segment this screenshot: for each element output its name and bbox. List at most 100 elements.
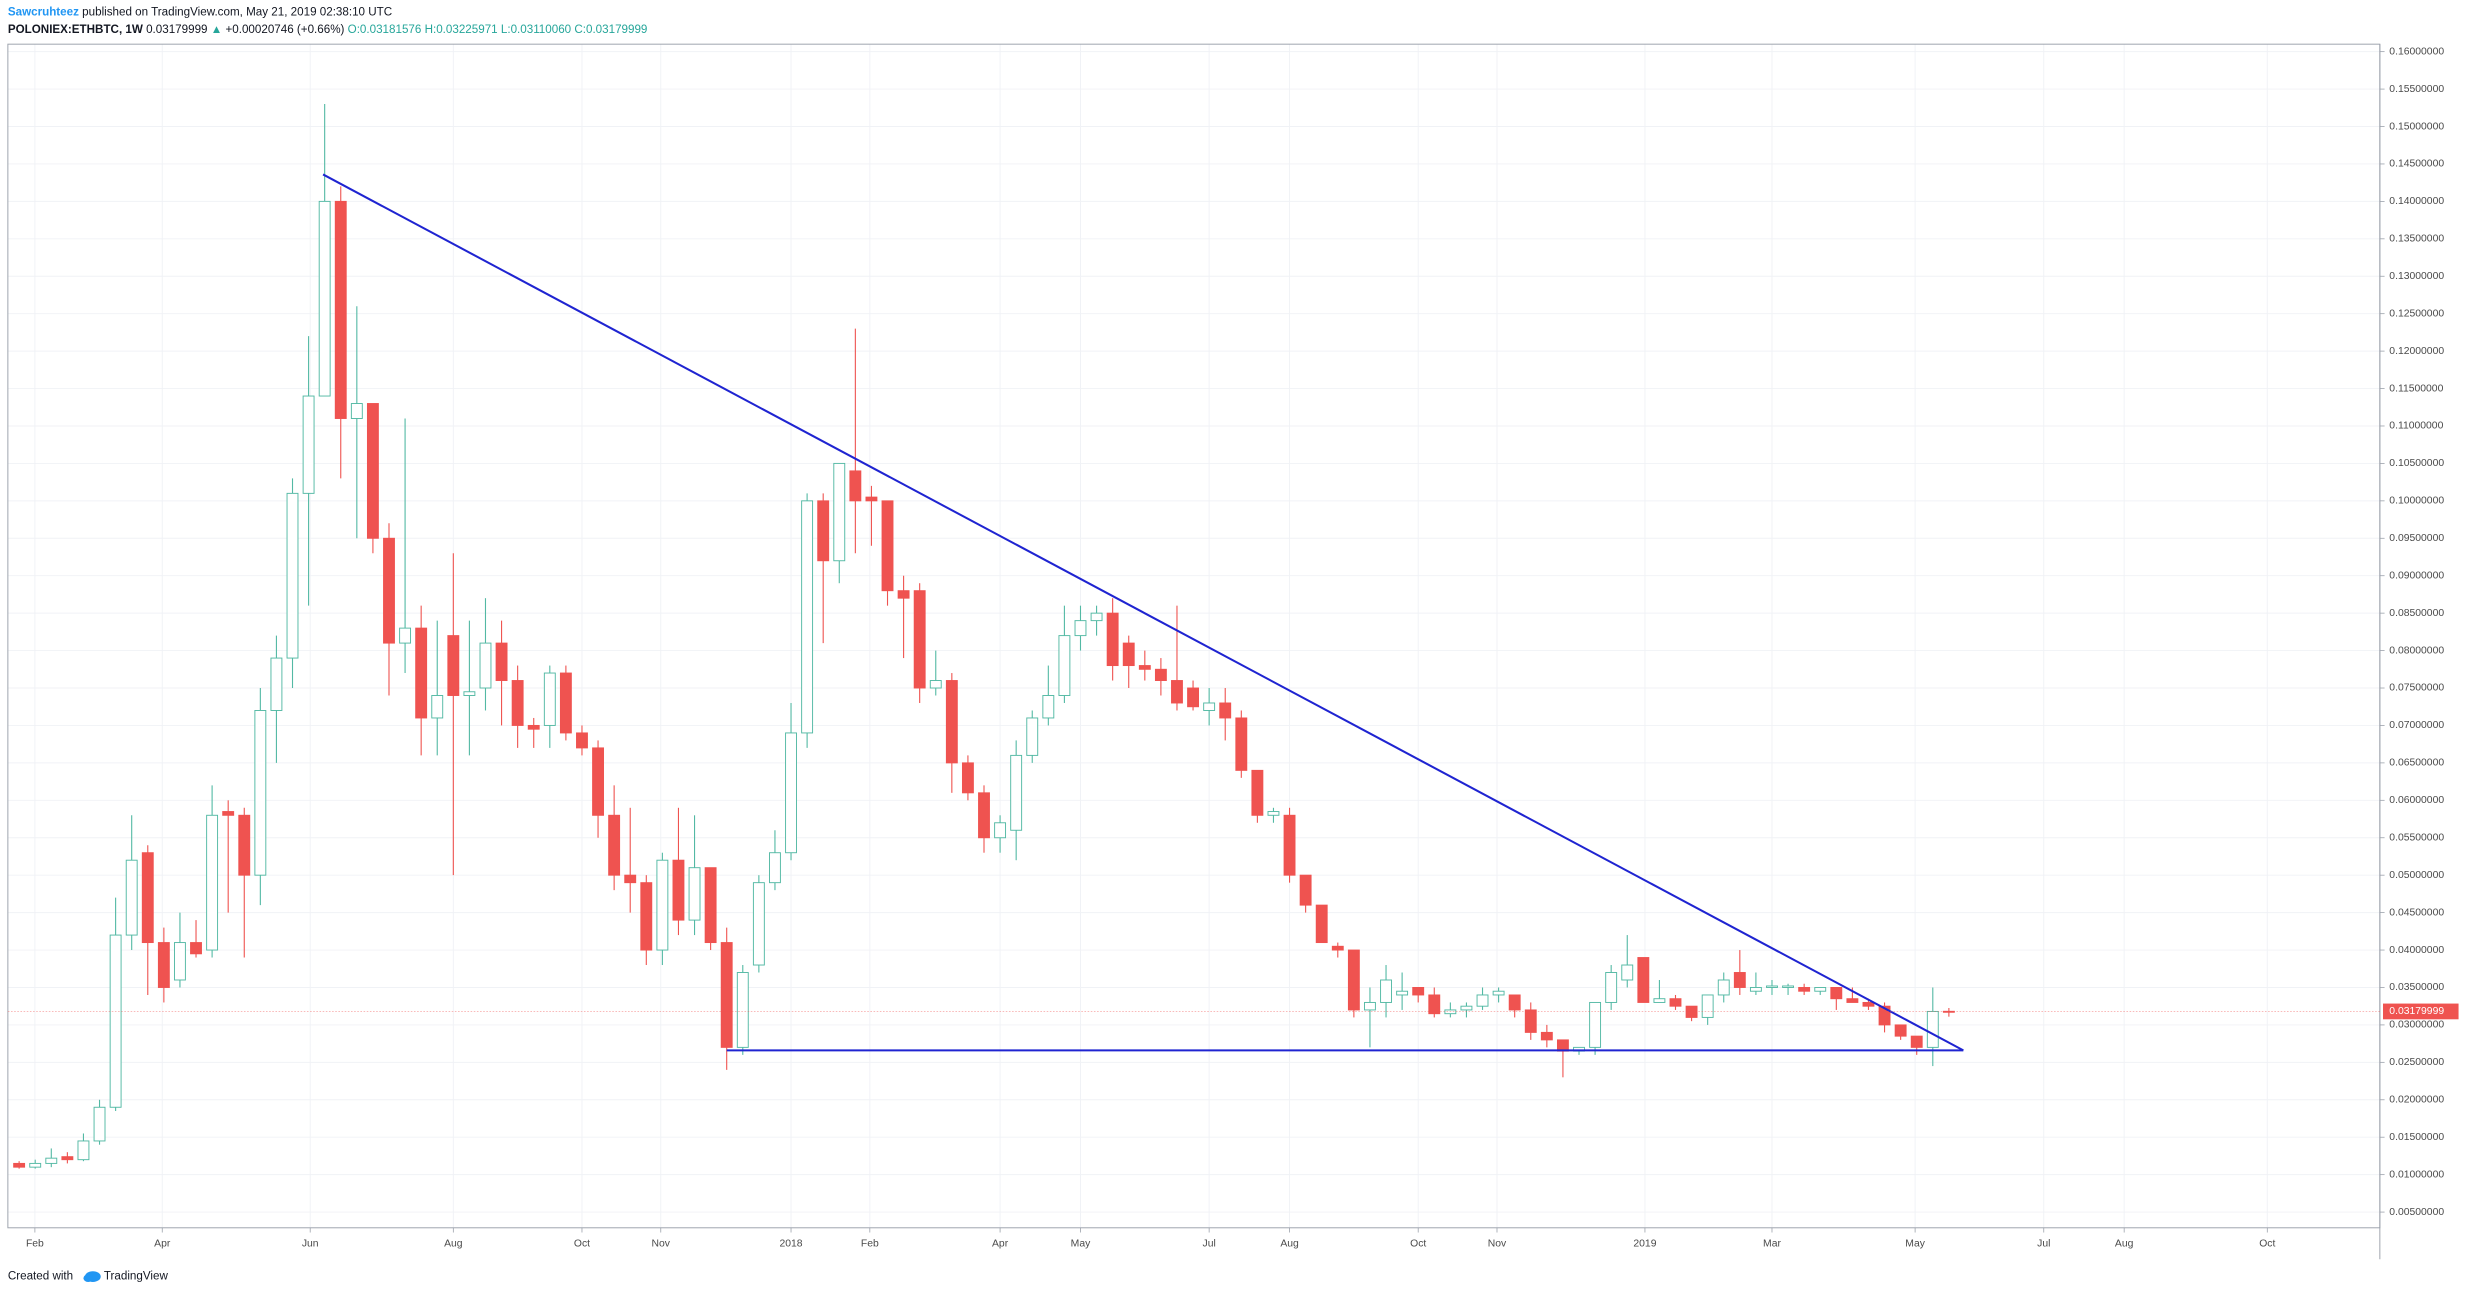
candle-body — [45, 1157, 58, 1164]
x-tick-label: Feb — [26, 1238, 44, 1249]
candle-body — [1910, 1035, 1923, 1048]
x-tick-label: 2018 — [779, 1238, 802, 1249]
candle-body — [592, 747, 604, 816]
x-tick-label: Jul — [2037, 1238, 2050, 1249]
candle-body — [1058, 635, 1071, 696]
y-tick-label: 0.07500000 — [2389, 683, 2444, 694]
candle-body — [1042, 695, 1055, 719]
symbol: POLONIEX:ETHBTC, 1W — [8, 23, 143, 36]
candle-body — [1605, 972, 1618, 1003]
candle-body — [206, 814, 219, 951]
last-price-label: 0.03179999 — [2389, 1006, 2444, 1017]
candle-body — [1621, 964, 1634, 981]
candle-body — [785, 732, 797, 854]
candle-body — [1894, 1024, 1907, 1037]
candle-body — [173, 942, 186, 981]
candle-body — [720, 942, 733, 1048]
logo — [83, 1271, 101, 1282]
candle-body — [656, 859, 669, 951]
y-tick-label: 0.01500000 — [2389, 1132, 2444, 1143]
y-tick-label: 0.13500000 — [2389, 234, 2444, 245]
candle-body — [61, 1156, 74, 1161]
x-tick-label: Apr — [154, 1238, 171, 1249]
candle-body — [1508, 994, 1521, 1011]
candle-body — [399, 627, 412, 644]
candle-body — [463, 691, 476, 696]
y-tick-label: 0.16000000 — [2389, 46, 2444, 57]
candle-body — [1331, 945, 1344, 951]
candle-body — [1846, 998, 1859, 1003]
candle-body — [1878, 1005, 1891, 1026]
candle-body — [672, 859, 685, 921]
candle-body — [1444, 1009, 1457, 1015]
x-tick-label: Apr — [992, 1238, 1009, 1249]
header-line-1: Sawcruhteez published on TradingView.com… — [8, 6, 392, 19]
y-tick-label: 0.13000000 — [2389, 271, 2444, 282]
candle-body — [495, 642, 508, 681]
candle-body — [1283, 814, 1296, 876]
y-tick-label: 0.09000000 — [2389, 570, 2444, 581]
candle-body — [1106, 612, 1119, 667]
candle-body — [817, 500, 830, 562]
low: L:0.03110060 — [501, 23, 572, 36]
grid — [7, 44, 2380, 1228]
high: H:0.03225971 — [425, 23, 498, 36]
close: C:0.03179999 — [574, 23, 647, 36]
candle-body — [1749, 987, 1762, 992]
y-tick-label: 0.08500000 — [2389, 608, 2444, 619]
arrow: ▲ — [211, 23, 223, 36]
x-tick-label: Jul — [1203, 1238, 1216, 1249]
y-tick-label: 0.10500000 — [2389, 458, 2444, 469]
candle-body — [1830, 987, 1843, 1000]
y-tick-label: 0.02000000 — [2389, 1095, 2444, 1106]
candle-body — [1187, 687, 1199, 708]
y-tick-label: 0.06000000 — [2389, 795, 2444, 806]
candle-body — [1701, 994, 1714, 1018]
candle-body — [929, 680, 942, 689]
author: Sawcruhteez — [8, 6, 79, 19]
x-tick-label: Jun — [302, 1238, 319, 1249]
y-tick-label: 0.11000000 — [2389, 421, 2443, 432]
y-tick-label: 0.04500000 — [2389, 907, 2444, 918]
candle-body — [1315, 904, 1328, 944]
candle-body — [688, 867, 701, 921]
y-tick-label: 0.05000000 — [2389, 870, 2444, 881]
x-tick-label: Mar — [1763, 1238, 1781, 1249]
x-tick-label: Feb — [861, 1238, 879, 1249]
candles — [7, 104, 2380, 1169]
candle-body — [945, 680, 958, 764]
candle-body — [1380, 979, 1392, 1003]
candle-body — [447, 635, 460, 696]
y-tick-label: 0.02500000 — [2389, 1057, 2444, 1068]
candle-body — [608, 814, 621, 876]
candle-body — [1669, 998, 1682, 1007]
candle-body — [752, 882, 765, 966]
y-tick-label: 0.04000000 — [2389, 945, 2444, 956]
y-tick-label: 0.08000000 — [2389, 645, 2444, 656]
y-tick-label: 0.07000000 — [2389, 720, 2444, 731]
candle-body — [1637, 957, 1650, 1003]
x-tick-label: Aug — [2115, 1238, 2134, 1249]
y-tick-label: 0.12000000 — [2389, 346, 2444, 357]
candle-body — [527, 724, 540, 730]
candle-body — [1122, 642, 1135, 667]
candle-body — [222, 811, 235, 816]
candle-body — [833, 462, 846, 562]
candle-body — [1299, 874, 1312, 906]
candle-body — [897, 590, 910, 599]
candle-body — [1219, 702, 1232, 719]
candle-body — [849, 470, 862, 502]
y-tick-label: 0.14500000 — [2389, 159, 2444, 170]
y-tick-label: 0.11500000 — [2389, 383, 2443, 394]
candle-body — [543, 672, 556, 726]
candle-body — [366, 403, 379, 539]
candle-body — [511, 680, 524, 726]
header-line-2: POLONIEX:ETHBTC, 1W 0.03179999 ▲ +0.0002… — [8, 23, 648, 36]
candle-body — [383, 537, 395, 644]
y-tick-label: 0.15000000 — [2389, 121, 2444, 132]
candle-body — [1814, 987, 1827, 992]
candle-body — [1251, 769, 1264, 816]
candle-body — [1267, 811, 1280, 816]
